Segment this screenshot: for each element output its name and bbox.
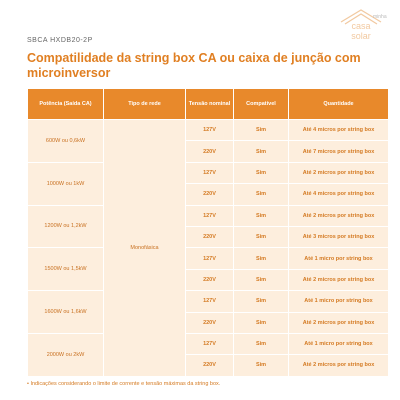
logo-text: solar bbox=[351, 31, 371, 41]
cell: Até 2 micros por string box bbox=[288, 204, 389, 227]
power-cell: 1500W ou 1,5kW bbox=[27, 247, 104, 292]
table-row: 220V Sim Até 2 micros por string box bbox=[28, 268, 389, 292]
cell: Até 2 micros por string box bbox=[288, 354, 389, 377]
cell: Até 1 micro por string box bbox=[288, 332, 389, 356]
header-row: Potência (Saída CA) Tipo de rede Tensão no… bbox=[27, 88, 389, 120]
table-row: 220V Sim Até 2 micros por string box bbox=[28, 354, 389, 377]
logo-text: minha bbox=[373, 14, 387, 20]
cell: Até 4 micros por string box bbox=[288, 118, 389, 142]
table-row: 1200W ou 1,2kW 127V Sim Até 2 micros por st… bbox=[27, 204, 389, 249]
logo: minha casa solar bbox=[340, 9, 387, 41]
cell: Sim bbox=[233, 354, 289, 377]
compat-table: Potência (Saída CA) Tipo de rede Tensão no… bbox=[27, 88, 389, 377]
column-header: Tensão nominal bbox=[185, 88, 234, 120]
power-cell: 600W ou 0,6kW bbox=[27, 119, 104, 163]
cell: Até 2 micros por string box bbox=[288, 161, 389, 185]
table-row: 1600W ou 1,6kW 127V Sim Até 1 micro por str… bbox=[27, 290, 389, 334]
table-row: 600W ou 0,6kW Monofásica 127V Sim Até 4 micr… bbox=[27, 118, 389, 377]
table-row: 2000W ou 2kW 127V Sim Até 1 micro por strin… bbox=[27, 332, 389, 377]
power-cell: 2000W ou 2kW bbox=[27, 332, 104, 377]
cell: 220V bbox=[185, 140, 234, 163]
cell: Sim bbox=[233, 140, 289, 163]
cell: Sim bbox=[233, 225, 289, 249]
column-header: Quantidade bbox=[288, 88, 389, 120]
cell: 220V bbox=[185, 311, 234, 334]
table-row: 220V Sim Até 4 micros por string box bbox=[28, 183, 389, 206]
cell: 220V bbox=[185, 183, 234, 206]
cell: Sim bbox=[233, 183, 289, 206]
column-header: Tipo de rede bbox=[103, 88, 186, 120]
table-row: 1500W ou 1,5kW 127V Sim Até 1 micro por str… bbox=[27, 247, 389, 292]
cell: 127V bbox=[185, 247, 234, 270]
table-row: 220V Sim Até 3 micros por string box bbox=[28, 225, 389, 249]
cell: Até 1 micro por string box bbox=[288, 247, 389, 270]
cell: Até 7 micros por string box bbox=[288, 140, 389, 163]
cell: Até 2 micros por string box bbox=[288, 268, 389, 292]
cell: Até 4 micros por string box bbox=[288, 183, 389, 206]
cell: 127V bbox=[185, 204, 234, 227]
cell: 127V bbox=[185, 161, 234, 185]
cell: 220V bbox=[185, 225, 234, 249]
table-row: 220V Sim Até 2 micros por string box bbox=[28, 311, 389, 334]
power-cell: 1000W ou 1kW bbox=[27, 161, 104, 206]
footnote: • Indicações considerando o limite de co… bbox=[27, 381, 221, 387]
table-row: 1000W ou 1kW 127V Sim Até 2 micros por stri… bbox=[27, 161, 389, 206]
cell: 220V bbox=[185, 354, 234, 377]
column-header: Compatível bbox=[233, 88, 289, 120]
cell: Sim bbox=[233, 311, 289, 334]
column-header: Potência (Saída CA) bbox=[27, 88, 104, 120]
cell: 220V bbox=[185, 268, 234, 292]
cell: 127V bbox=[185, 332, 234, 356]
cell: Sim bbox=[233, 204, 289, 227]
cell: Sim bbox=[233, 247, 289, 270]
power-cell: 1600W ou 1,6kW bbox=[27, 290, 104, 334]
cell: Até 1 micro por string box bbox=[288, 290, 389, 313]
cell: Sim bbox=[233, 332, 289, 356]
cell: 127V bbox=[185, 290, 234, 313]
title: Compatilidade da string box CA ou caixa … bbox=[27, 51, 361, 80]
power-cell: 1200W ou 1,2kW bbox=[27, 204, 104, 249]
cell: Sim bbox=[233, 118, 289, 142]
cell: Até 2 micros por string box bbox=[288, 311, 389, 334]
network-cell: Monofásica bbox=[103, 119, 186, 377]
cell: Sim bbox=[233, 161, 289, 185]
logo-text: casa bbox=[351, 21, 370, 31]
product-code: SBCA HXDB20-2P bbox=[27, 37, 93, 44]
cell: Até 3 micros por string box bbox=[288, 225, 389, 249]
cell: Sim bbox=[233, 268, 289, 292]
cell: Sim bbox=[233, 290, 289, 313]
cell: 127V bbox=[185, 118, 234, 142]
